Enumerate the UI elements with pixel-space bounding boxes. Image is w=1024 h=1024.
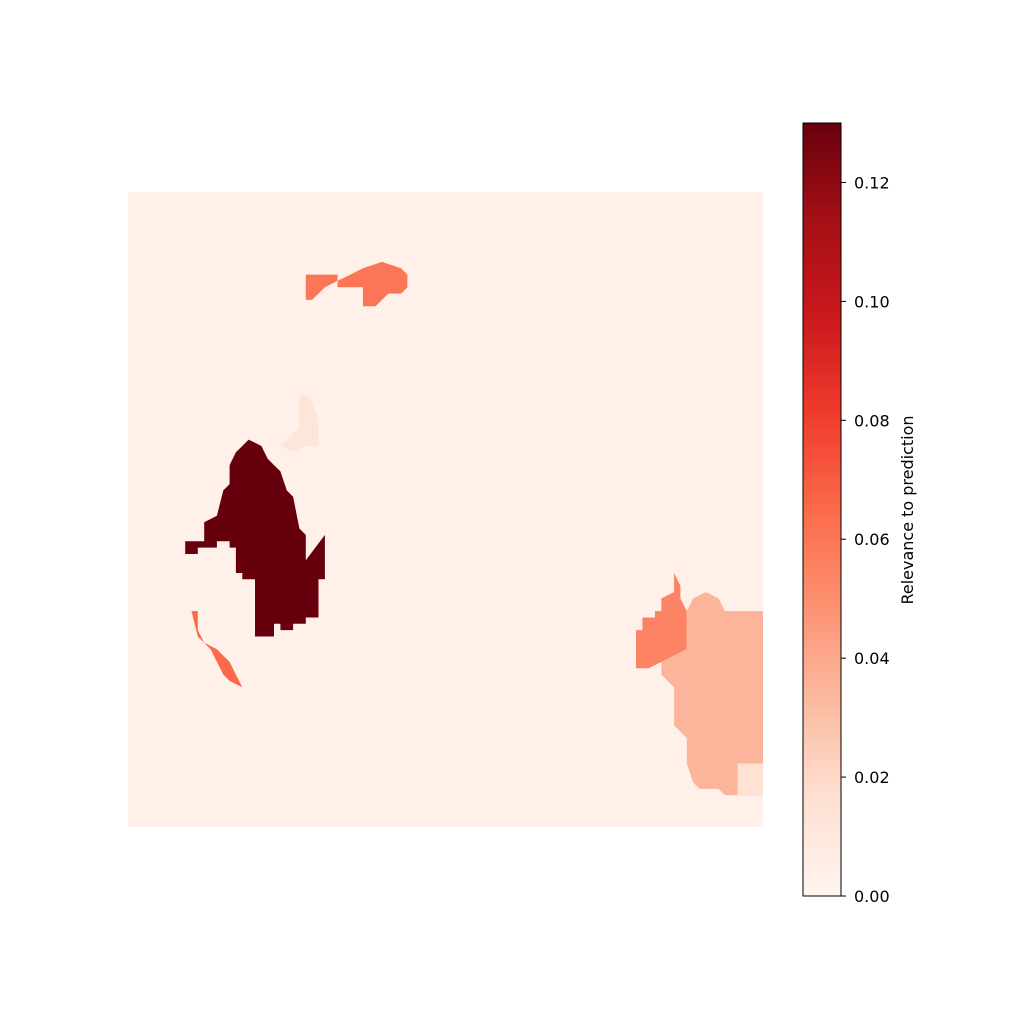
colorbar-tick-label: 0.02 [854, 768, 890, 787]
colorbar-tick-label: 0.06 [854, 530, 890, 549]
relevance-region-7 [737, 763, 763, 796]
relevance-region-3 [185, 611, 243, 688]
relevance-region-4 [280, 395, 319, 453]
colorbar: 0.00 0.02 0.04 0.06 0.08 0.10 0.12 Relevance t… [802, 122, 917, 906]
colorbar-ticks: 0.00 0.02 0.04 0.06 0.08 0.10 0.12 [841, 173, 890, 906]
colorbar-tick-label: 0.00 [854, 887, 890, 906]
relevance-region-2 [305, 261, 408, 307]
relevance-region-1 [185, 439, 325, 637]
colorbar-label: Relevance to prediction [898, 415, 917, 604]
colorbar-gradient [802, 122, 842, 897]
colorbar-tick-label: 0.08 [854, 411, 890, 430]
relevance-region-6 [661, 592, 763, 796]
colorbar-tick-label: 0.04 [854, 649, 890, 668]
heatmap-plot-area [128, 192, 763, 827]
relevance-region-5 [636, 573, 687, 669]
colorbar-tick-label: 0.10 [854, 292, 890, 311]
colorbar-tick-label: 0.12 [854, 173, 890, 192]
relevance-regions [185, 261, 763, 796]
